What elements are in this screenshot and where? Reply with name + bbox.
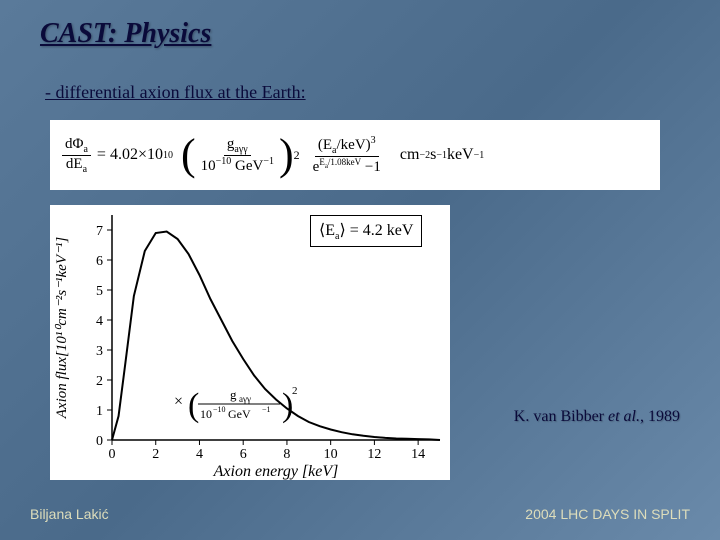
svg-text:(: ( [188, 387, 199, 424]
svg-text:aγγ: aγγ [239, 394, 251, 404]
svg-text:2: 2 [152, 447, 159, 462]
svg-text:Axion flux[10¹⁰cm⁻²s⁻¹keV⁻¹]: Axion flux[10¹⁰cm⁻²s⁻¹keV⁻¹] [54, 237, 70, 420]
svg-text:−10: −10 [213, 405, 226, 414]
svg-text:6: 6 [240, 447, 247, 462]
footer-author: Biljana Lakić [30, 506, 109, 522]
svg-text:5: 5 [96, 284, 103, 299]
svg-text:10: 10 [200, 407, 212, 421]
svg-text:2: 2 [96, 374, 103, 389]
svg-text:6: 6 [96, 254, 103, 269]
svg-text:4: 4 [96, 314, 103, 329]
svg-text:0: 0 [109, 447, 116, 462]
svg-text:10: 10 [324, 447, 338, 462]
svg-text:−1: −1 [262, 405, 271, 414]
svg-text:1: 1 [96, 404, 103, 419]
svg-text:3: 3 [96, 344, 103, 359]
svg-text:×: × [174, 393, 183, 410]
subtitle: - differential axion flux at the Earth: [45, 82, 306, 103]
citation: K. van Bibber et al., 1989 [514, 408, 680, 426]
mean-energy-box: ⟨Ea⟩ = 4.2 keV [310, 215, 422, 247]
svg-text:12: 12 [367, 447, 381, 462]
svg-text:0: 0 [96, 434, 103, 449]
svg-text:Axion energy [keV]: Axion energy [keV] [213, 463, 339, 480]
svg-text:g: g [230, 387, 237, 402]
svg-text:14: 14 [411, 447, 425, 462]
equation: dΦa dEa = 4.02×1010 ( gaγγ 10−10 GeV−1 )… [50, 120, 660, 190]
svg-text:2: 2 [292, 385, 298, 397]
footer-conference: 2004 LHC DAYS IN SPLIT [525, 506, 690, 522]
svg-text:GeV: GeV [228, 407, 251, 421]
svg-text:7: 7 [96, 224, 103, 239]
page-title: CAST: Physics [30, 18, 221, 50]
svg-text:4: 4 [196, 447, 203, 462]
svg-text:8: 8 [283, 447, 290, 462]
